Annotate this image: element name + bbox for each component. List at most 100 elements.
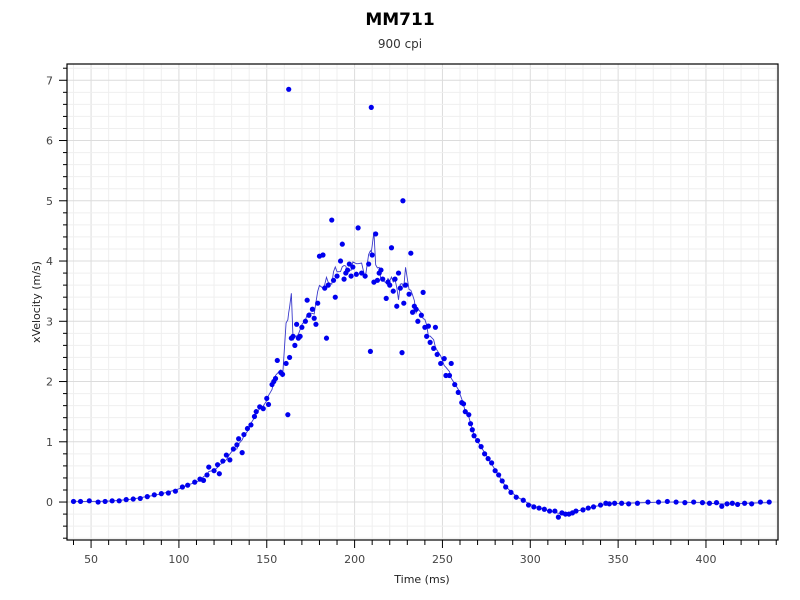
data-point xyxy=(460,401,467,407)
data-point xyxy=(369,252,375,258)
data-point xyxy=(77,498,84,505)
data-point xyxy=(448,360,454,367)
data-point xyxy=(306,312,312,318)
data-point xyxy=(292,342,298,348)
data-point xyxy=(673,499,679,505)
data-point xyxy=(706,500,713,506)
data-point xyxy=(151,492,157,498)
data-point xyxy=(390,288,396,294)
data-point xyxy=(86,498,92,504)
data-point xyxy=(452,381,458,388)
data-point xyxy=(466,412,472,418)
data-point xyxy=(699,500,706,506)
chart-subtitle: 900 cpi xyxy=(377,37,423,51)
data-point xyxy=(179,484,186,490)
data-point xyxy=(344,267,351,273)
data-point xyxy=(400,198,406,204)
data-point xyxy=(285,412,291,418)
data-point xyxy=(492,468,498,474)
data-point xyxy=(478,444,484,450)
data-point xyxy=(366,261,372,267)
data-point xyxy=(220,458,226,464)
data-point xyxy=(223,452,229,458)
data-point xyxy=(409,309,416,315)
data-point xyxy=(362,273,368,279)
data-point xyxy=(206,464,212,470)
data-point xyxy=(102,498,108,505)
data-point xyxy=(508,489,514,495)
axes: 50 100 150 200 250 300 350 400 0 1 2 3 4 5 6 7 xyxy=(46,63,779,566)
data-point xyxy=(397,285,403,291)
data-point xyxy=(619,500,625,506)
data-point xyxy=(742,500,748,506)
data-point xyxy=(585,505,591,511)
data-point xyxy=(320,252,326,258)
data-point xyxy=(353,271,359,277)
data-point xyxy=(95,499,101,505)
data-point xyxy=(279,371,286,377)
data-point xyxy=(214,462,221,468)
data-point xyxy=(525,502,532,508)
data-marks xyxy=(70,86,772,520)
data-point xyxy=(290,333,296,339)
data-point xyxy=(70,498,77,505)
data-point xyxy=(434,351,440,358)
data-point xyxy=(350,264,356,270)
y-tick-label: 1 xyxy=(46,436,53,449)
data-point xyxy=(655,499,662,505)
data-point xyxy=(211,468,217,474)
x-tick-label: 300 xyxy=(520,553,541,566)
data-point xyxy=(200,477,207,483)
data-point xyxy=(431,345,437,351)
data-point xyxy=(682,500,688,506)
data-point xyxy=(315,300,321,306)
data-point xyxy=(734,501,741,508)
data-point xyxy=(499,478,505,484)
data-point xyxy=(355,225,361,231)
data-point xyxy=(227,457,233,463)
data-point xyxy=(691,499,697,505)
data-point xyxy=(304,297,310,303)
data-point xyxy=(274,357,280,364)
data-point xyxy=(334,273,340,279)
data-point xyxy=(299,324,305,330)
data-point xyxy=(724,501,730,507)
data-point xyxy=(408,250,414,256)
data-point xyxy=(109,498,115,504)
data-point xyxy=(241,431,247,438)
data-point xyxy=(645,499,651,505)
data-point xyxy=(311,315,317,321)
data-point xyxy=(374,277,381,283)
data-point xyxy=(606,501,612,507)
y-tick-label: 7 xyxy=(46,74,53,87)
data-point xyxy=(420,289,426,295)
data-point xyxy=(406,291,412,297)
data-point xyxy=(547,508,553,514)
data-point xyxy=(230,446,236,452)
data-point xyxy=(367,348,374,355)
data-point xyxy=(471,433,477,439)
data-point xyxy=(309,306,316,312)
data-point xyxy=(413,306,419,312)
data-point xyxy=(264,395,270,402)
data-point xyxy=(265,401,272,408)
y-tick-label: 0 xyxy=(46,496,53,509)
data-point xyxy=(172,488,178,494)
data-point xyxy=(536,505,542,511)
data-point xyxy=(368,104,374,110)
data-point xyxy=(341,276,347,282)
data-point xyxy=(729,500,735,506)
data-point xyxy=(286,354,293,361)
data-point xyxy=(757,499,764,505)
trend-line xyxy=(73,231,770,515)
data-point xyxy=(123,497,129,503)
data-point xyxy=(438,360,444,367)
data-point xyxy=(165,490,171,496)
data-point xyxy=(236,436,242,442)
data-point xyxy=(427,339,433,345)
data-point xyxy=(713,500,720,506)
data-point xyxy=(192,479,198,485)
data-point xyxy=(402,282,409,288)
data-point xyxy=(359,270,365,276)
